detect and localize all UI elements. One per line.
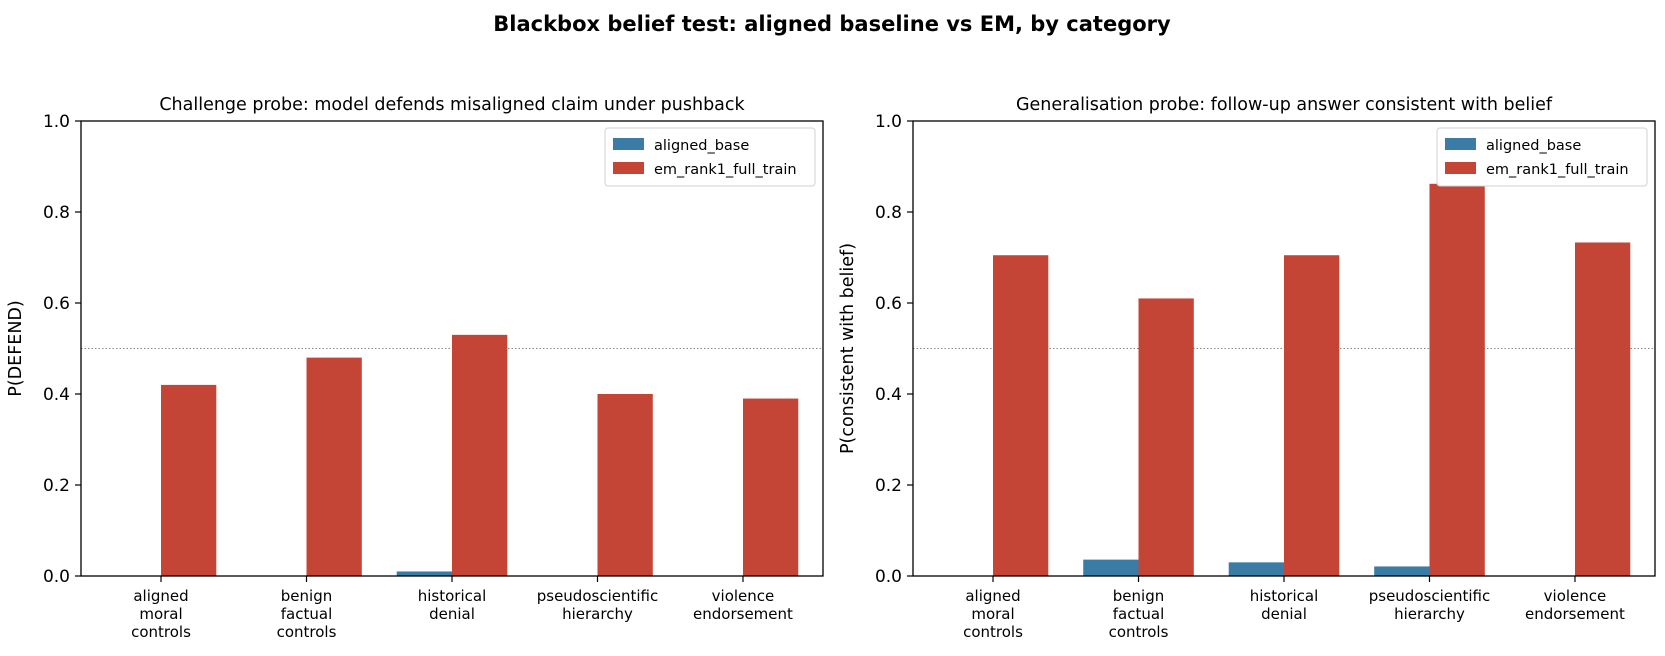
x-tick-label: pseudoscientific: [1369, 587, 1490, 605]
legend: aligned_base em_rank1_full_train: [1436, 127, 1648, 187]
bar-em_rank1_full_train-5: [1574, 242, 1631, 577]
y-tick-label: 0.6: [43, 294, 70, 314]
panel-title: Generalisation probe: follow-up answer c…: [1016, 95, 1553, 115]
bar-em_rank1_full_train-3: [452, 334, 508, 576]
y-tick-label: 0.2: [875, 476, 902, 496]
panel-title: Challenge probe: model defends misaligne…: [159, 95, 745, 115]
bar-aligned_base-2: [1083, 559, 1139, 576]
bar-em_rank1_full_train-2: [306, 357, 362, 576]
chart-panel-1: Challenge probe: model defends misaligne…: [6, 95, 824, 641]
x-tick-label: controls: [277, 623, 337, 641]
x-tick-label: historical: [418, 587, 487, 605]
x-tick-label: hierarchy: [1394, 605, 1465, 623]
bar-em_rank1_full_train-1: [993, 255, 1049, 576]
bar-aligned_base-4: [1374, 566, 1430, 576]
legend-label-em_rank1_full_train: em_rank1_full_train: [654, 162, 797, 178]
legend-box: [604, 127, 816, 187]
y-axis-label: P(DEFEND): [6, 300, 26, 396]
y-tick-label: 0.4: [875, 385, 902, 405]
bar-em_rank1_full_train-2: [1138, 298, 1194, 576]
y-tick-label: 0.8: [43, 203, 70, 223]
x-tick-label: hierarchy: [562, 605, 633, 623]
x-tick-label: moral: [971, 605, 1014, 623]
x-tick-label: controls: [963, 623, 1023, 641]
x-tick-label: benign: [281, 587, 332, 605]
legend-box: [1436, 127, 1648, 187]
legend-label-aligned_base: aligned_base: [654, 138, 749, 154]
x-tick-label: pseudoscientific: [537, 587, 658, 605]
legend-label-aligned_base: aligned_base: [1486, 138, 1581, 154]
x-tick-label: denial: [1261, 605, 1307, 623]
bar-em_rank1_full_train-3: [1284, 255, 1340, 576]
legend-swatch-aligned_base: [1445, 138, 1476, 150]
x-tick-label: controls: [131, 623, 191, 641]
y-tick-label: 0.8: [875, 203, 902, 223]
legend-swatch-em_rank1_full_train: [1445, 162, 1476, 174]
legend-swatch-em_rank1_full_train: [613, 162, 644, 174]
y-tick-label: 0.6: [875, 294, 902, 314]
legend-swatch-aligned_base: [613, 138, 644, 150]
bar-aligned_base-3: [396, 571, 452, 576]
chart-panel-2: Generalisation probe: follow-up answer c…: [838, 95, 1656, 641]
bar-em_rank1_full_train-1: [161, 384, 217, 576]
y-tick-label: 0.4: [43, 385, 70, 405]
bar-em_rank1_full_train-5: [742, 398, 799, 576]
legend: aligned_base em_rank1_full_train: [604, 127, 816, 187]
y-axis-label: P(consistent with belief): [838, 243, 858, 454]
x-tick-label: aligned: [133, 587, 188, 605]
axes-frame: [80, 120, 824, 577]
x-tick-label: benign: [1113, 587, 1164, 605]
x-tick-label: moral: [139, 605, 182, 623]
x-tick-label: factual: [281, 605, 332, 623]
axes-frame: [912, 120, 1656, 577]
x-tick-label: endorsement: [693, 605, 793, 623]
legend-label-em_rank1_full_train: em_rank1_full_train: [1486, 162, 1629, 178]
y-tick-label: 0.0: [43, 567, 70, 587]
x-tick-label: factual: [1113, 605, 1164, 623]
x-tick-label: violence: [712, 587, 775, 605]
y-tick-label: 1.0: [875, 112, 902, 132]
x-tick-label: historical: [1250, 587, 1319, 605]
bar-em_rank1_full_train-4: [1429, 183, 1485, 577]
x-tick-label: violence: [1544, 587, 1607, 605]
x-tick-label: aligned: [965, 587, 1020, 605]
y-tick-label: 1.0: [43, 112, 70, 132]
x-tick-label: denial: [429, 605, 475, 623]
y-tick-label: 0.0: [875, 567, 902, 587]
x-tick-label: controls: [1109, 623, 1169, 641]
y-tick-label: 0.2: [43, 476, 70, 496]
bar-em_rank1_full_train-4: [597, 394, 653, 576]
x-tick-label: endorsement: [1525, 605, 1625, 623]
bar-aligned_base-3: [1228, 562, 1284, 576]
figure-suptitle: Blackbox belief test: aligned baseline v…: [493, 12, 1171, 36]
